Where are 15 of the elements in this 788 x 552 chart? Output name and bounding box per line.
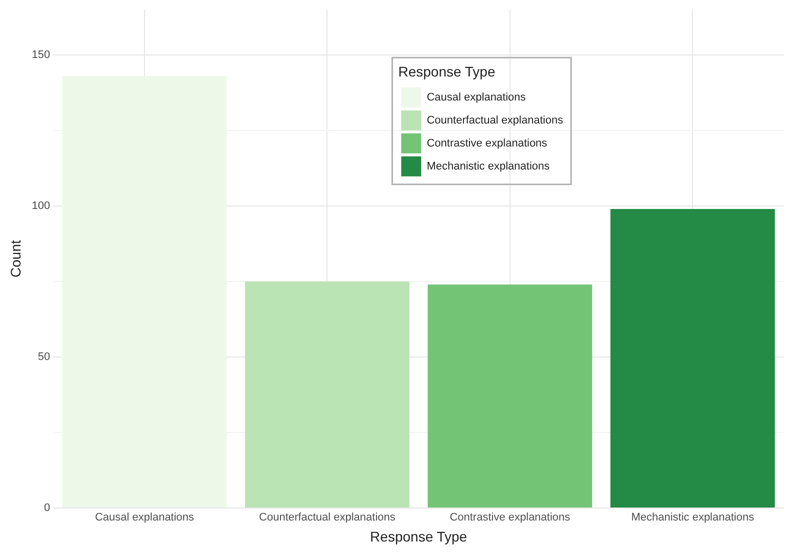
x-tick-label: Causal explanations [94,512,195,524]
x-tick-label: Contrastive explanations [450,512,571,524]
x-tick-label: Mechanistic explanations [631,512,755,524]
legend-label: Causal explanations [426,91,526,104]
y-tick-label: 50 [38,351,50,363]
legend-label: Contrastive explanations [426,137,548,150]
y-tick-label: 150 [32,48,50,61]
y-axis-title: Count [7,240,24,278]
legend-label: Counterfactual explanations [426,114,564,126]
y-tick-label: 100 [32,200,50,212]
legend-label: Mechanistic explanations [426,160,550,172]
legend-title: Response Type [398,63,496,80]
y-tick-label: 0 [44,502,50,514]
x-tick-label: Counterfactual explanations [259,512,396,524]
x-axis-title: Response Type [370,528,468,544]
